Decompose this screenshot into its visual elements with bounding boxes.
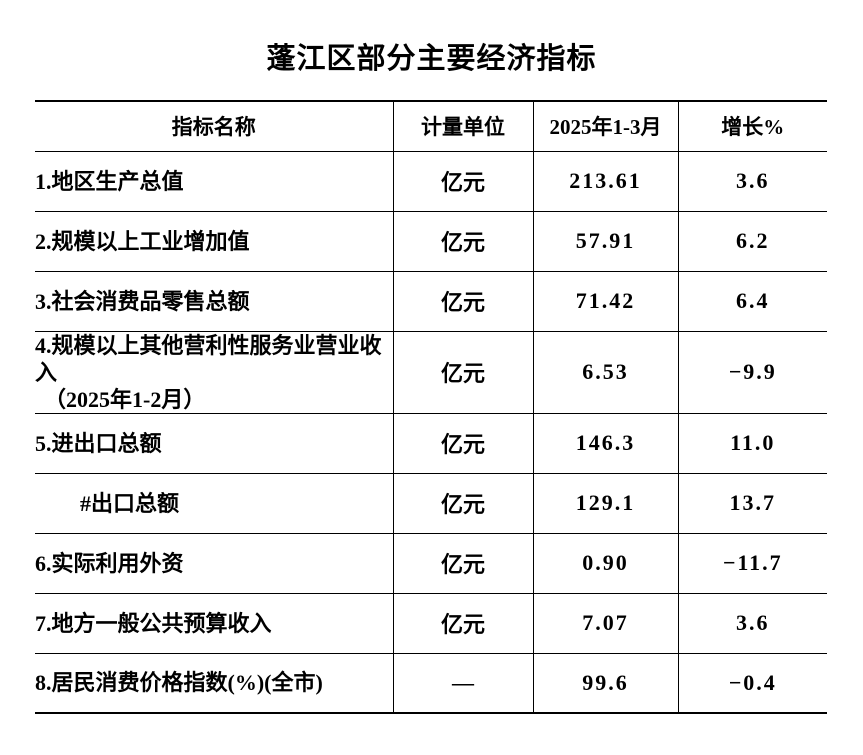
unit-cell: 亿元 bbox=[393, 533, 534, 594]
col-header-growth: 增长% bbox=[678, 101, 827, 152]
indicator-name: 5.进出口总额 bbox=[35, 430, 162, 456]
table-row: 1.地区生产总值 亿元 213.61 3.6 bbox=[35, 151, 827, 212]
table-row: #出口总额 亿元 129.1 13.7 bbox=[35, 473, 827, 534]
unit-cell: 亿元 bbox=[393, 413, 534, 474]
value-cell: 99.6 bbox=[533, 653, 679, 714]
unit-cell: 亿元 bbox=[393, 211, 534, 272]
value-cell: 57.91 bbox=[533, 211, 679, 272]
value-cell: 0.90 bbox=[533, 533, 679, 594]
unit-cell: 亿元 bbox=[393, 473, 534, 534]
growth-cell: −9.9 bbox=[678, 331, 827, 414]
unit-cell: 亿元 bbox=[393, 593, 534, 654]
table-row: 5.进出口总额 亿元 146.3 11.0 bbox=[35, 413, 827, 474]
header-row: 指标名称 计量单位 2025年1-3月 增长% bbox=[35, 101, 827, 152]
growth-cell: 3.6 bbox=[678, 151, 827, 212]
indicator-name: 8.居民消费价格指数(%)(全市) bbox=[35, 670, 323, 696]
economic-indicators-table: 指标名称 计量单位 2025年1-3月 增长% 1.地区生产总值 亿元 213.… bbox=[35, 100, 827, 714]
indicator-name: #出口总额 bbox=[80, 490, 180, 516]
growth-cell: 11.0 bbox=[678, 413, 827, 474]
indicator-name: 2.规模以上工业增加值 bbox=[35, 228, 250, 254]
indicator-name: 3.社会消费品零售总额 bbox=[35, 288, 250, 314]
growth-cell: 6.4 bbox=[678, 271, 827, 332]
table-row: 6.实际利用外资 亿元 0.90 −11.7 bbox=[35, 533, 827, 594]
unit-cell: 亿元 bbox=[393, 331, 534, 414]
indicator-name: 1.地区生产总值 bbox=[35, 168, 184, 194]
unit-cell: — bbox=[393, 653, 534, 714]
col-header-period: 2025年1-3月 bbox=[533, 101, 679, 152]
growth-cell: 13.7 bbox=[678, 473, 827, 534]
indicator-name: 7.地方一般公共预算收入 bbox=[35, 610, 272, 636]
table-row: 3.社会消费品零售总额 亿元 71.42 6.4 bbox=[35, 271, 827, 332]
growth-cell: 6.2 bbox=[678, 211, 827, 272]
col-header-indicator-name: 指标名称 bbox=[35, 101, 394, 152]
table-row: 8.居民消费价格指数(%)(全市) — 99.6 −0.4 bbox=[35, 653, 827, 714]
unit-cell: 亿元 bbox=[393, 151, 534, 212]
value-cell: 213.61 bbox=[533, 151, 679, 212]
growth-cell: 3.6 bbox=[678, 593, 827, 654]
growth-cell: −0.4 bbox=[678, 653, 827, 714]
table-row: 2.规模以上工业增加值 亿元 57.91 6.2 bbox=[35, 211, 827, 272]
indicator-name: 4.规模以上其他营利性服务业营业收入 bbox=[35, 332, 382, 385]
table-body: 1.地区生产总值 亿元 213.61 3.6 2.规模以上工业增加值 亿元 57… bbox=[35, 151, 827, 714]
unit-cell: 亿元 bbox=[393, 271, 534, 332]
growth-cell: −11.7 bbox=[678, 533, 827, 594]
table-row: 4.规模以上其他营利性服务业营业收入 （2025年1-2月） 亿元 6.53 −… bbox=[35, 331, 827, 414]
value-cell: 146.3 bbox=[533, 413, 679, 474]
col-header-unit: 计量单位 bbox=[393, 101, 534, 152]
value-cell: 6.53 bbox=[533, 331, 679, 414]
value-cell: 7.07 bbox=[533, 593, 679, 654]
page-title: 蓬江区部分主要经济指标 bbox=[266, 43, 597, 75]
indicator-name: 6.实际利用外资 bbox=[35, 550, 184, 576]
value-cell: 129.1 bbox=[533, 473, 679, 534]
value-cell: 71.42 bbox=[533, 271, 679, 332]
indicator-name-line2: （2025年1-2月） bbox=[44, 386, 206, 412]
table-row: 7.地方一般公共预算收入 亿元 7.07 3.6 bbox=[35, 593, 827, 654]
